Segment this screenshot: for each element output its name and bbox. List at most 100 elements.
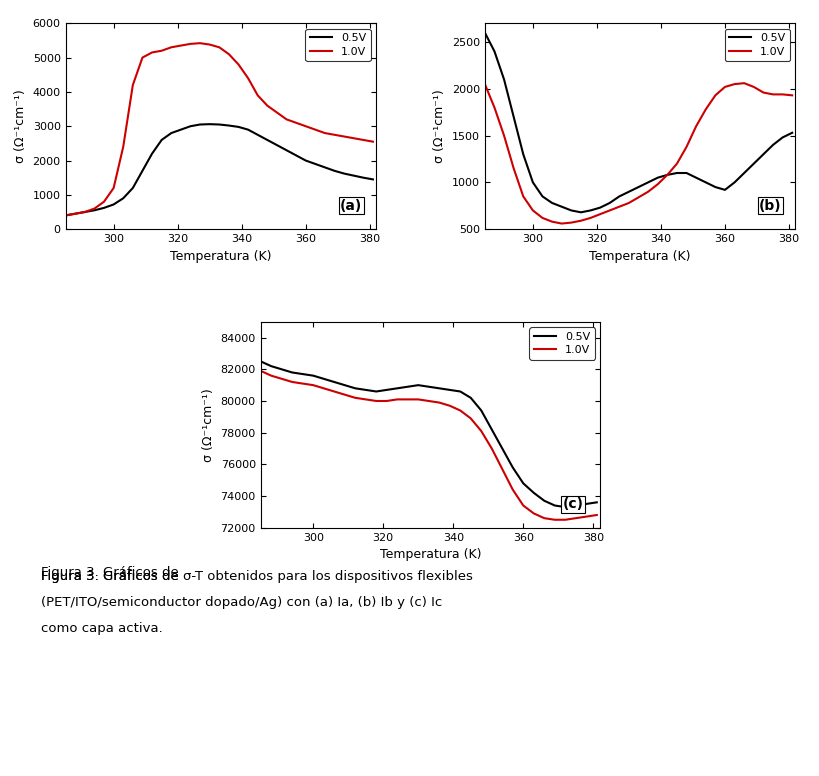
1.0V (613, 202, 623, 211)
1.0V (556, 219, 566, 228)
0.5V (758, 150, 767, 159)
0.5V (339, 380, 349, 390)
0.5V (138, 166, 147, 175)
0.5V (528, 488, 538, 497)
0.5V (662, 170, 672, 179)
0.5V (585, 206, 595, 215)
0.5V (266, 362, 276, 371)
0.5V (748, 159, 758, 168)
1.0V (508, 164, 518, 173)
Text: como capa activa.: como capa activa. (41, 622, 162, 635)
0.5V (156, 135, 166, 144)
1.0V (748, 82, 758, 92)
0.5V (652, 173, 662, 182)
0.5V (681, 168, 690, 178)
1.0V (391, 395, 401, 404)
0.5V (604, 199, 614, 208)
1.0V (729, 79, 739, 88)
1.0V (109, 183, 119, 192)
1.0V (623, 199, 633, 208)
1.0V (527, 206, 537, 215)
0.5V (444, 385, 454, 394)
1.0V (128, 81, 138, 90)
Legend: 0.5V, 1.0V: 0.5V, 1.0V (724, 29, 789, 61)
1.0V (591, 511, 601, 520)
1.0V (570, 514, 580, 523)
0.5V (575, 208, 585, 217)
0.5V (700, 178, 710, 187)
1.0V (662, 170, 672, 179)
0.5V (61, 211, 70, 220)
0.5V (423, 382, 433, 391)
1.0V (79, 207, 89, 217)
Text: (PET/ITO/semiconductor dopado/Ag) con (a) Ia, (b) Ib y (c) Ic: (PET/ITO/semiconductor dopado/Ag) con (a… (41, 596, 441, 609)
0.5V (786, 128, 796, 137)
0.5V (329, 377, 339, 386)
1.0V (310, 125, 320, 134)
1.0V (329, 386, 339, 396)
1.0V (287, 377, 296, 386)
1.0V (690, 122, 700, 131)
0.5V (319, 374, 328, 383)
1.0V (776, 90, 786, 99)
1.0V (455, 406, 464, 415)
1.0V (70, 209, 80, 218)
0.5V (566, 206, 576, 215)
0.5V (329, 166, 339, 175)
1.0V (166, 43, 176, 52)
1.0V (266, 371, 276, 380)
0.5V (371, 386, 381, 396)
0.5V (507, 462, 517, 472)
1.0V (348, 133, 358, 143)
X-axis label: Temperatura (K): Temperatura (K) (379, 548, 481, 561)
0.5V (128, 183, 138, 192)
0.5V (348, 171, 358, 180)
Text: Figura 3. Gráficos de: Figura 3. Gráficos de (41, 566, 183, 580)
0.5V (195, 120, 205, 129)
0.5V (559, 502, 569, 511)
0.5V (527, 178, 537, 187)
0.5V (518, 150, 527, 159)
Line: 0.5V: 0.5V (484, 33, 791, 213)
1.0V (308, 380, 318, 390)
Line: 1.0V: 1.0V (66, 43, 373, 216)
Line: 1.0V: 1.0V (484, 83, 791, 223)
0.5V (360, 385, 370, 394)
0.5V (595, 203, 604, 213)
Legend: 0.5V, 1.0V: 0.5V, 1.0V (305, 29, 370, 61)
1.0V (518, 501, 527, 510)
1.0V (709, 91, 719, 100)
0.5V (476, 406, 486, 415)
1.0V (479, 79, 489, 88)
0.5V (719, 185, 729, 195)
1.0V (147, 48, 156, 57)
X-axis label: Temperatura (K): Temperatura (K) (170, 250, 271, 262)
1.0V (277, 374, 287, 383)
1.0V (559, 515, 569, 525)
1.0V (652, 179, 662, 189)
0.5V (537, 192, 547, 201)
1.0V (256, 366, 265, 376)
1.0V (301, 122, 310, 131)
1.0V (575, 216, 585, 225)
0.5V (613, 192, 623, 201)
0.5V (709, 182, 719, 192)
0.5V (308, 371, 318, 380)
0.5V (690, 173, 700, 182)
0.5V (402, 382, 412, 391)
0.5V (623, 187, 633, 196)
0.5V (277, 365, 287, 374)
X-axis label: Temperatura (K): Temperatura (K) (589, 250, 690, 262)
1.0V (566, 218, 576, 227)
Line: 0.5V: 0.5V (66, 124, 373, 216)
1.0V (382, 397, 391, 406)
0.5V (581, 499, 590, 508)
1.0V (99, 197, 109, 206)
1.0V (233, 60, 243, 69)
1.0V (633, 192, 643, 202)
0.5V (350, 383, 360, 393)
0.5V (486, 424, 496, 434)
1.0V (329, 130, 339, 140)
0.5V (272, 140, 282, 150)
1.0V (272, 108, 282, 117)
